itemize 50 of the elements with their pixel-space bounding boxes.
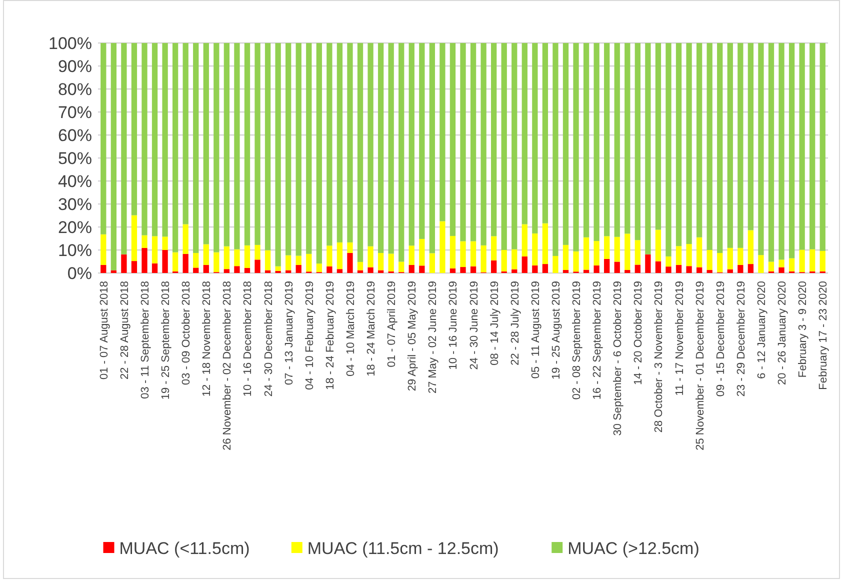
y-tick-label: 40%	[58, 172, 92, 191]
x-tick-label: 02 - 08 September 2019	[571, 281, 584, 400]
x-tick-label: 28 October - 3 November 2019	[653, 281, 666, 433]
y-tick-label: 30%	[58, 194, 92, 214]
x-tick-label: 16 - 22 September 2019	[592, 281, 604, 400]
x-tick-label: 08 - 14 July 2019	[488, 281, 501, 366]
x-tick-label: 10 - 16 June 2019	[448, 281, 460, 370]
y-tick-label: 20%	[58, 218, 92, 237]
x-tick-label: 11 - 17 November 2019	[674, 281, 686, 396]
y-tick-label: 100%	[48, 34, 92, 53]
x-tick-label: 30 September - 6 October 2019	[612, 281, 624, 436]
x-tick-label: 14 - 20 October 2019	[632, 281, 645, 385]
x-tick-label: 19 - 25 September 2018	[160, 281, 172, 400]
x-tick-label: 05 - 11 August 2019	[530, 281, 542, 379]
x-tick-label: 26 November - 02 December 2018	[222, 281, 234, 450]
x-tick-label: 27 May - 02 June 2019	[427, 281, 440, 394]
y-tick-label: 0%	[67, 264, 92, 283]
x-tick-label: 10 - 16 December 2018	[242, 281, 254, 397]
x-tick-label: 18 - 24 March 2019	[366, 281, 378, 376]
x-tick-label: 20 - 26 January 2020	[776, 281, 789, 385]
x-tick-label: February 3 - 9 2020	[797, 281, 810, 378]
y-tick-label: 50%	[58, 148, 92, 168]
x-tick-label: 12 - 18 November 2018	[201, 281, 214, 397]
x-tick-label: February 17 - 23 2020	[818, 281, 830, 390]
x-tick-label: 04 - 10 March 2019	[344, 281, 357, 376]
x-tick-label: 09 - 15 December 2019	[714, 281, 727, 397]
x-tick-label: 01 - 07 April 2019	[386, 281, 398, 368]
x-tick-label: 22 - 28 July 2019	[509, 281, 522, 366]
x-tick-label: 03 - 09 October 2018	[180, 281, 193, 385]
x-tick-label: 23 - 29 December 2019	[735, 281, 748, 397]
legend-label: MUAC (<11.5cm)	[119, 538, 250, 558]
x-tick-label: 19 - 25 August 2019	[550, 281, 562, 380]
x-tick-label: 29 April - 05 May 2019	[406, 281, 419, 392]
y-tick-label: 60%	[58, 126, 92, 145]
x-tick-label: 24 - 30 June 2019	[468, 281, 480, 370]
x-tick-label: 25 November - 01 December 2019	[694, 281, 706, 450]
x-tick-label: 04 - 10 February 2019	[304, 281, 316, 390]
x-tick-label: 07 - 13 January 2019	[283, 281, 296, 385]
legend-label: MUAC (>12.5cm)	[568, 538, 700, 558]
y-tick-label: 10%	[58, 240, 92, 260]
x-tick-label: 24 - 30 December 2018	[262, 281, 275, 397]
y-tick-label: 80%	[58, 80, 92, 99]
x-tick-label: 22 - 28 August 2018	[118, 281, 131, 380]
y-tick-label: 90%	[58, 56, 92, 76]
x-tick-label: 18 - 24 February 2019	[324, 281, 336, 390]
y-tick-label: 70%	[58, 102, 92, 122]
x-tick-label: 01 - 07 August 2018	[98, 281, 110, 380]
x-tick-label: 03 - 11 September 2018	[139, 281, 152, 399]
legend-label: MUAC (11.5cm - 12.5cm)	[307, 538, 499, 558]
x-tick-label: 6 - 12 January 2020	[756, 281, 768, 379]
